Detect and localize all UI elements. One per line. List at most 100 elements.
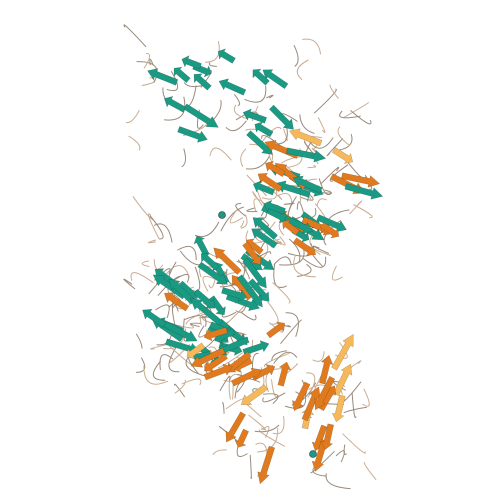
coil-segment: [303, 256, 327, 268]
coil-segment: [190, 322, 202, 328]
coil-segment: [262, 392, 286, 403]
coil-segment: [326, 138, 344, 157]
coil-segment: [153, 259, 164, 270]
coil-segment: [272, 415, 285, 435]
coil-segment: [246, 174, 268, 197]
ligand-atoms: [218, 211, 317, 458]
coil-segment: [351, 392, 357, 419]
beta-strand: [177, 126, 208, 143]
coil-segment: [167, 288, 183, 310]
coil-segment: [155, 304, 170, 319]
beta-strand: [292, 175, 323, 194]
coil-segment: [168, 345, 193, 366]
beta-strand: [341, 172, 381, 188]
coil-segment: [184, 315, 207, 327]
beta-strand: [225, 411, 247, 443]
beta-strand: [331, 333, 354, 371]
coil-segment: [130, 272, 154, 284]
coil-segment: [123, 278, 136, 290]
coil-segment: [202, 275, 216, 292]
coil-segment: [343, 102, 370, 118]
coil-segment: [166, 70, 178, 92]
beta-strand: [221, 287, 248, 302]
coil-segment: [342, 433, 366, 454]
coil-segment: [335, 450, 345, 463]
beta-strand: [283, 215, 314, 234]
beta-strand: [292, 381, 311, 412]
coil-segment: [248, 414, 267, 431]
beta-strand: [168, 278, 196, 305]
beta-strand: [162, 320, 198, 342]
beta-strand: [301, 386, 321, 422]
beta-strand: [265, 160, 286, 178]
beta-strand: [147, 68, 179, 86]
beta-strand: [203, 326, 229, 342]
coil-segment: [135, 357, 146, 373]
coil-segment: [259, 429, 286, 447]
coil-segment: [150, 343, 168, 350]
beta-strand: [173, 66, 191, 84]
coil-segment: [362, 388, 370, 407]
coil-segment: [246, 207, 258, 213]
coil-segment: [132, 196, 154, 221]
strand-layer: [142, 48, 384, 485]
coil-segment: [363, 462, 377, 481]
coil-segment: [136, 61, 158, 83]
beta-strand: [285, 147, 327, 163]
coil-segment: [364, 174, 373, 190]
beta-strand: [247, 278, 270, 302]
beta-strand: [257, 172, 283, 193]
beta-strand: [193, 235, 210, 256]
coil-segment: [316, 198, 328, 206]
coil-segment: [254, 424, 280, 433]
coil-segment: [353, 204, 373, 219]
beta-strand: [292, 237, 317, 256]
beta-strand: [263, 199, 286, 215]
coil-segment: [123, 24, 147, 48]
coil-segment: [185, 312, 204, 325]
coil-segment: [159, 354, 174, 371]
coil-segment: [325, 473, 351, 490]
beta-strand: [190, 347, 226, 368]
beta-strand: [344, 183, 384, 200]
beta-strand: [252, 217, 279, 241]
coil-segment: [283, 202, 295, 205]
coil-segment: [190, 266, 201, 292]
coil-segment: [313, 245, 330, 254]
coil-segment: [265, 94, 274, 99]
coil-segment: [349, 200, 363, 215]
coil-segment: [240, 148, 247, 167]
coil-segment: [337, 126, 351, 147]
beta-strand: [234, 428, 250, 448]
beta-strand: [203, 353, 229, 372]
coil-segment: [143, 365, 169, 385]
coil-segment: [272, 282, 291, 304]
coil-segment: [296, 263, 312, 277]
coil-segment: [312, 467, 327, 477]
coil-segment: [343, 444, 347, 455]
beta-strand: [277, 361, 292, 387]
coil-segment: [295, 379, 307, 396]
beta-strand: [268, 104, 294, 130]
coil-segment: [279, 248, 305, 266]
coil-segment: [149, 215, 164, 240]
beta-strand: [193, 288, 216, 309]
coil-segment: [246, 404, 262, 418]
coil-segment: [288, 238, 301, 263]
coil-segment: [277, 192, 293, 203]
coil-segment: [312, 351, 325, 362]
coil-segment: [339, 110, 361, 119]
coil-segment: [311, 207, 317, 218]
coil-segment: [147, 239, 156, 244]
coil-segment: [229, 209, 244, 224]
coil-segment: [141, 260, 150, 268]
beta-strand: [203, 363, 233, 381]
coil-segment: [212, 449, 227, 456]
coil-segment: [179, 250, 204, 266]
coil-segment: [263, 352, 290, 368]
beta-strand: [314, 375, 336, 411]
coil-segment: [194, 221, 220, 238]
coil-segment: [296, 201, 305, 214]
